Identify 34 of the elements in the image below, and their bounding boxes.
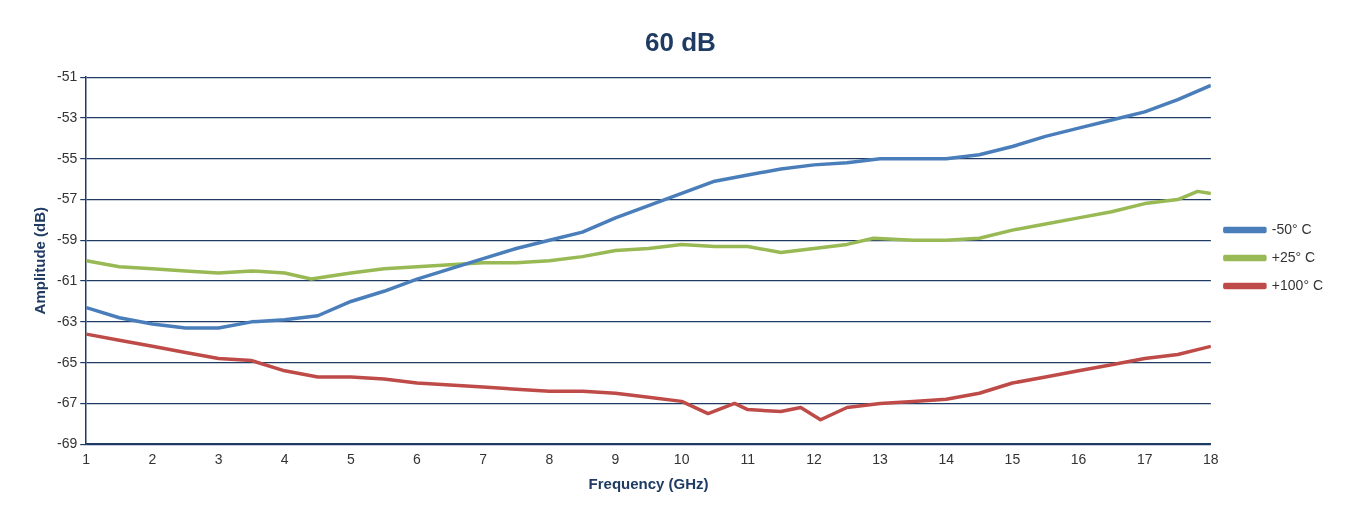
x-tick-label: 5: [346, 451, 355, 468]
x-tick-label: 7: [479, 451, 488, 468]
x-tick-label: 11: [740, 451, 756, 468]
y-tick-label: -55: [57, 149, 78, 166]
legend-label: +100° C: [1271, 276, 1324, 293]
x-tick-label: 2: [148, 451, 157, 468]
x-tick-label: 1: [82, 451, 91, 468]
x-tick-label: 10: [673, 451, 690, 468]
y-tick-label: -57: [57, 190, 78, 207]
legend-label: -50° C: [1271, 220, 1312, 237]
x-tick-label: 3: [214, 451, 223, 468]
chart-title: 60 dB: [645, 26, 716, 57]
x-tick-label: 9: [611, 451, 620, 468]
y-tick-label: -65: [57, 353, 78, 370]
y-axis-title: Amplitude (dB): [31, 206, 49, 315]
x-tick-label: 17: [1136, 451, 1153, 468]
x-tick-label: 15: [1004, 451, 1021, 468]
x-tick-label: 18: [1203, 451, 1219, 468]
y-tick-label: -63: [57, 312, 78, 329]
x-tick-label: 4: [280, 451, 289, 468]
x-tick-label: 6: [413, 451, 422, 468]
y-tick-label: -59: [57, 231, 78, 248]
y-tick-label: -69: [57, 435, 78, 452]
x-tick-label: 12: [806, 451, 822, 468]
y-tick-label: -61: [57, 271, 78, 288]
x-tick-label: 14: [938, 451, 955, 468]
x-tick-label: 16: [1070, 451, 1087, 468]
x-axis-title: Frequency (GHz): [588, 475, 709, 493]
x-tick-label: 13: [872, 451, 889, 468]
legend-label: +25° C: [1271, 248, 1316, 265]
y-tick-label: -67: [57, 394, 78, 411]
y-tick-label: -53: [57, 108, 78, 125]
x-tick-label: 8: [545, 451, 554, 468]
y-tick-label: -51: [57, 68, 78, 85]
